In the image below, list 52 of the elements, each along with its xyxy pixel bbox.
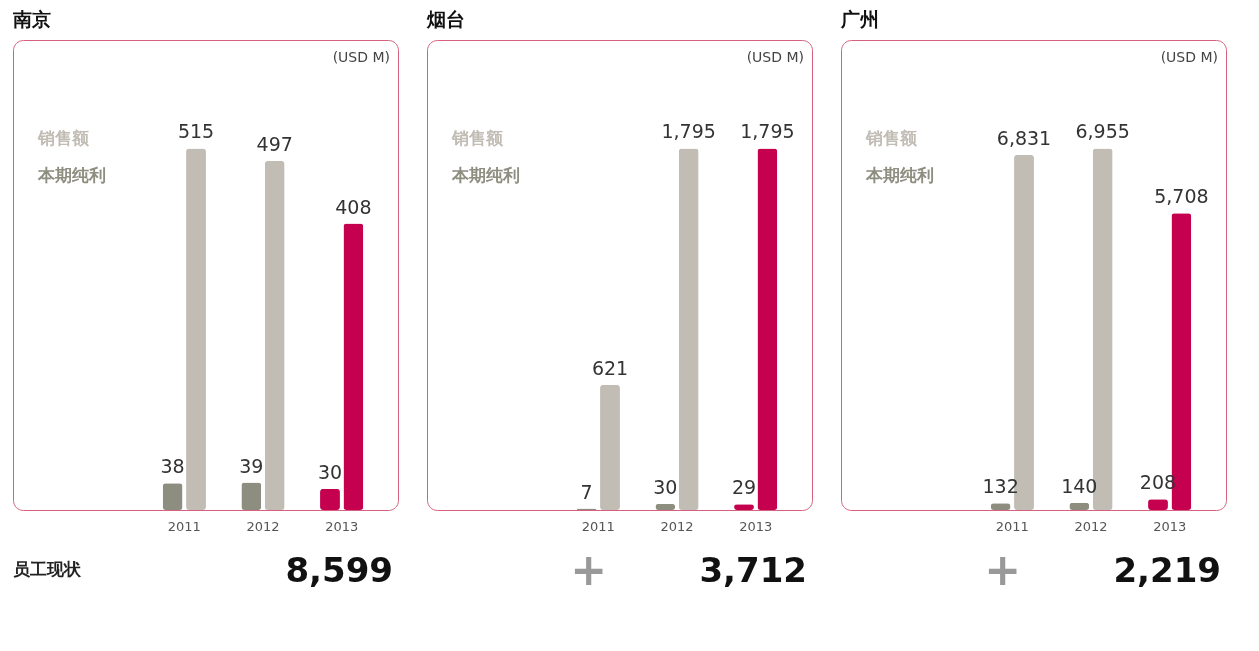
data-label: 30 <box>317 460 343 483</box>
chart-title: 烟台 <box>426 8 465 30</box>
text: 2,219 <box>1113 550 1221 590</box>
x-tick-label: 2013 <box>739 518 773 534</box>
data-label: 5,708 <box>1154 185 1209 208</box>
text: (USD M) <box>332 49 390 65</box>
data-label: 515 <box>177 120 215 143</box>
bar <box>264 161 285 510</box>
data-label: 29 <box>731 476 757 499</box>
x-tick-label: 2011 <box>581 518 615 534</box>
x-tick-label: 2012 <box>660 518 694 534</box>
text: 员工现状 <box>13 559 82 579</box>
bar <box>757 148 778 510</box>
data-label: 30 <box>653 475 678 498</box>
text: 本期纯利 <box>865 165 934 186</box>
data-label: 38 <box>160 455 185 478</box>
text: 8,599 <box>285 550 393 590</box>
data-label: 1,795 <box>740 120 795 143</box>
x-tick-label: 2013 <box>325 518 359 534</box>
data-label: 6,955 <box>1075 120 1130 143</box>
data-label: 1,795 <box>661 120 716 143</box>
x-tick-label: 2011 <box>167 518 201 534</box>
x-tick-label: 2012 <box>246 518 280 534</box>
data-label: 497 <box>256 133 293 156</box>
x-tick-label: 2013 <box>1153 518 1187 534</box>
bar <box>600 384 620 510</box>
text: 销售额 <box>37 127 90 148</box>
text: 3,712 <box>699 550 807 590</box>
data-label: 39 <box>239 454 264 477</box>
bar <box>162 483 183 510</box>
data-label: 6,831 <box>996 126 1052 149</box>
data-label: 132 <box>982 475 1019 498</box>
chart-title: 广州 <box>840 8 879 30</box>
data-label: 140 <box>1061 474 1098 497</box>
x-tick-label: 2012 <box>1074 518 1108 534</box>
text: 销售额 <box>865 127 918 148</box>
text: + <box>984 544 1022 595</box>
chart-title: 南京 <box>12 8 51 30</box>
text: 本期纯利 <box>37 165 106 186</box>
bar <box>186 148 206 510</box>
text: (USD M) <box>1160 49 1218 65</box>
data-label: 408 <box>335 195 372 218</box>
text: (USD M) <box>746 49 804 65</box>
bar <box>241 482 262 510</box>
data-label: 621 <box>591 356 629 379</box>
text: 本期纯利 <box>451 165 520 186</box>
bar <box>343 223 364 510</box>
data-label: 7 <box>580 480 593 503</box>
bar <box>678 148 699 510</box>
text: + <box>570 544 608 595</box>
text: 销售额 <box>451 127 504 148</box>
x-tick-label: 2011 <box>995 518 1029 534</box>
